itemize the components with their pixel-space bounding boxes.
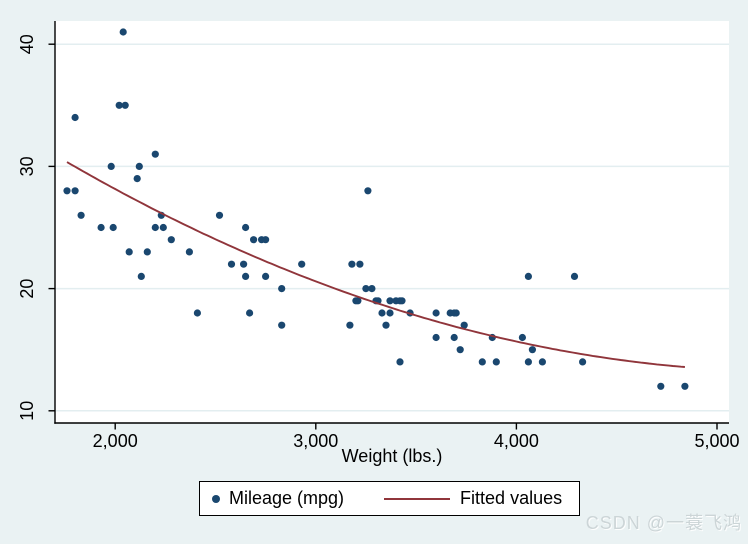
plot-area bbox=[55, 21, 729, 423]
data-point bbox=[278, 321, 286, 329]
data-point bbox=[518, 333, 527, 342]
data-point bbox=[362, 285, 370, 293]
data-point bbox=[298, 260, 306, 268]
y-tick-label: 30 bbox=[17, 156, 37, 176]
data-point bbox=[492, 358, 500, 366]
axes bbox=[54, 21, 729, 424]
data-point bbox=[579, 358, 587, 366]
data-point bbox=[262, 236, 270, 244]
data-point bbox=[242, 272, 250, 280]
data-point bbox=[115, 101, 123, 109]
data-point bbox=[133, 175, 141, 183]
data-point bbox=[346, 321, 354, 329]
fitted-line bbox=[66, 161, 685, 368]
x-tick-label: 3,000 bbox=[293, 431, 338, 451]
y-tick-label: 40 bbox=[17, 34, 37, 54]
data-point bbox=[250, 236, 258, 244]
data-point bbox=[193, 309, 201, 317]
data-point bbox=[356, 260, 364, 268]
data-point bbox=[570, 272, 579, 280]
data-point bbox=[119, 28, 127, 36]
data-point bbox=[215, 211, 224, 219]
data-point bbox=[151, 223, 159, 232]
data-point bbox=[398, 297, 406, 305]
data-point bbox=[378, 309, 386, 317]
data-point bbox=[396, 358, 404, 366]
data-point bbox=[460, 321, 468, 329]
data-point bbox=[432, 309, 440, 317]
scatter-marker-icon bbox=[212, 494, 220, 503]
y-tick-label: 20 bbox=[17, 279, 37, 299]
data-point bbox=[364, 187, 372, 195]
data-point bbox=[657, 382, 665, 390]
data-point bbox=[151, 150, 159, 158]
data-point bbox=[681, 382, 689, 390]
x-tick-label: 2,000 bbox=[93, 431, 138, 451]
data-point bbox=[386, 297, 394, 305]
data-point bbox=[450, 333, 458, 342]
tick-marks-and-labels: 2,000 3,000 4,000 5,000 10 20 30 40 bbox=[17, 34, 740, 451]
data-point bbox=[109, 223, 117, 232]
legend: Mileage (mpg) Fitted values bbox=[199, 481, 580, 516]
data-point bbox=[135, 162, 143, 170]
data-point bbox=[242, 223, 250, 232]
data-point bbox=[71, 187, 79, 195]
data-point bbox=[386, 309, 394, 317]
x-tick-label: 4,000 bbox=[494, 431, 539, 451]
x-tick-label: 5,000 bbox=[694, 431, 739, 451]
data-point bbox=[240, 260, 248, 268]
data-point bbox=[278, 285, 286, 293]
data-point bbox=[368, 285, 376, 293]
data-point bbox=[71, 113, 79, 122]
data-point bbox=[528, 346, 537, 354]
data-point bbox=[538, 358, 547, 366]
x-axis-label: Weight (lbs.) bbox=[342, 446, 443, 466]
data-point bbox=[524, 358, 533, 366]
data-point bbox=[354, 297, 362, 305]
data-point bbox=[167, 236, 175, 244]
data-point bbox=[125, 248, 133, 256]
data-point bbox=[121, 101, 129, 109]
y-tick-label: 10 bbox=[17, 401, 37, 421]
data-point bbox=[348, 260, 356, 268]
data-point bbox=[452, 309, 460, 317]
data-point bbox=[432, 333, 440, 342]
data-point bbox=[107, 162, 115, 170]
data-point bbox=[159, 223, 167, 232]
scatter-points bbox=[63, 28, 689, 390]
legend-label-mileage: Mileage (mpg) bbox=[229, 488, 345, 508]
quadratic-fit-path bbox=[66, 161, 685, 368]
data-point bbox=[137, 272, 145, 280]
data-point bbox=[382, 321, 390, 329]
data-point bbox=[185, 248, 193, 256]
fit-line-sample-icon bbox=[384, 497, 451, 500]
data-point bbox=[77, 211, 85, 219]
data-point bbox=[262, 272, 270, 280]
data-point bbox=[143, 248, 151, 256]
data-point bbox=[227, 260, 236, 268]
csdn-watermark: CSDN @一蓑飞鸿 bbox=[585, 513, 742, 533]
data-point bbox=[97, 223, 105, 232]
data-point bbox=[524, 272, 533, 280]
legend-label-fitted: Fitted values bbox=[460, 488, 563, 508]
data-point bbox=[246, 309, 254, 317]
data-point bbox=[456, 346, 464, 354]
data-point bbox=[63, 187, 71, 195]
data-point bbox=[478, 358, 486, 366]
gridlines bbox=[55, 43, 729, 412]
